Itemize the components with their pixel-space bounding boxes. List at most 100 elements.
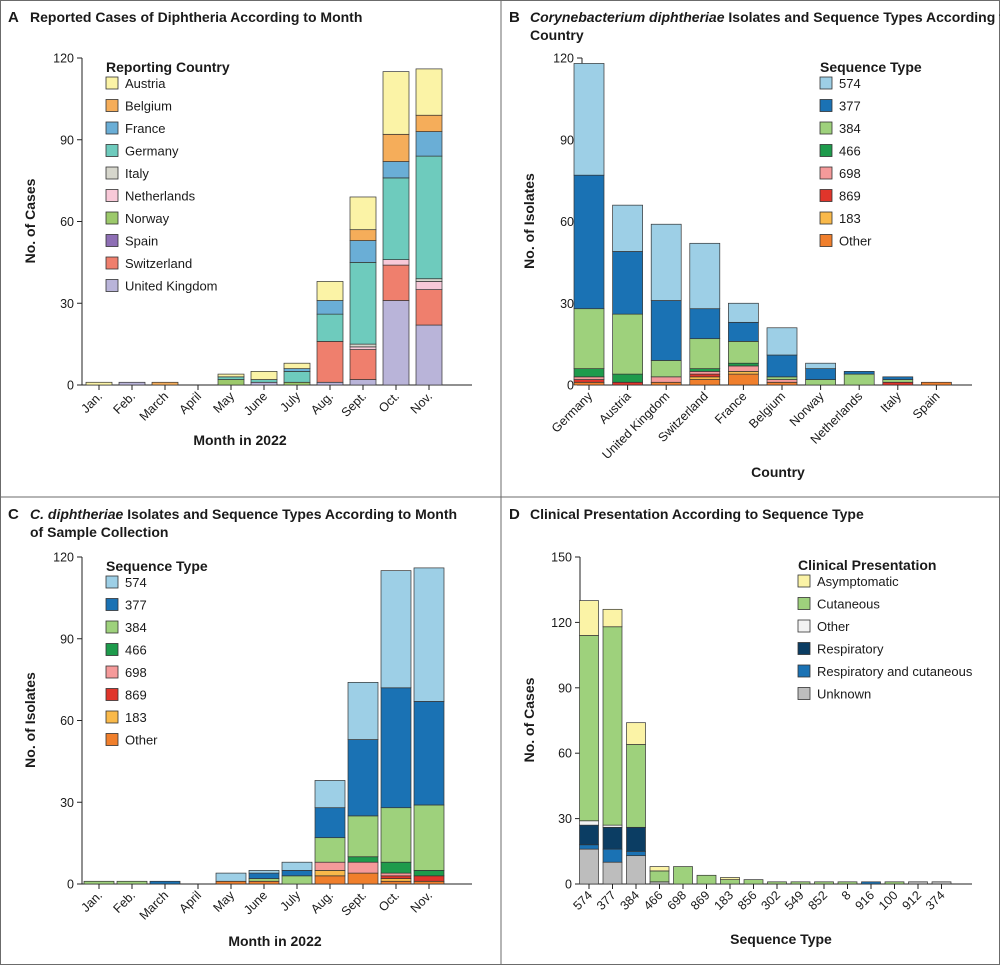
panel-a-bar-segment xyxy=(283,371,311,383)
panel-c-bar-segment xyxy=(380,875,412,879)
panel-c-bar-segment xyxy=(380,570,412,689)
panel-c-bar-segment xyxy=(413,875,445,882)
panel-d-legend-swatch xyxy=(797,664,811,678)
panel-a-bar-segment xyxy=(316,341,344,383)
panel-b-bar-segment xyxy=(882,379,914,383)
panel-a-legend-swatch xyxy=(105,99,119,112)
panel-c-y-tick-label: 60 xyxy=(60,714,74,728)
panel-a-legend-label: Spain xyxy=(125,234,158,249)
panel-b-bar-segment xyxy=(766,354,798,378)
panel-a-bar-segment xyxy=(349,240,377,263)
panel-c-bar-segment xyxy=(413,870,445,877)
panel-b-y-tick-label: 0 xyxy=(567,379,574,393)
panel-d-bar-segment xyxy=(579,635,599,822)
panel-b-bar-segment xyxy=(805,362,836,370)
panel-b-bar-segment xyxy=(612,381,643,386)
panel-c-bar-segment xyxy=(347,681,379,740)
panel-b-bar-segment xyxy=(728,341,759,364)
panel-b-title-italic: Corynebacterium diphtheriae xyxy=(530,9,725,25)
panel-a-bar-segment xyxy=(349,379,377,386)
panel-c-bar-segment xyxy=(347,872,379,885)
panel-b-legend-swatch xyxy=(819,121,833,135)
panel-a-bar-segment xyxy=(85,381,113,386)
panel-d-bar-segment xyxy=(649,866,670,872)
panel-b-title-line1: Corynebacterium diphtheriae Isolates and… xyxy=(530,9,1000,25)
panel-b-bar-segment xyxy=(728,365,759,372)
panel-a-bar-segment xyxy=(382,264,410,301)
panel-c-bar-segment xyxy=(314,875,346,885)
panel-d-bar-segment xyxy=(602,848,623,863)
panel-a-y-tick-label: 90 xyxy=(60,133,74,147)
panel-d-y-tick-label: 120 xyxy=(551,616,572,630)
panel-c-legend-swatch xyxy=(105,598,119,611)
panel-c-legend-swatch xyxy=(105,665,119,679)
panel-c-bar-segment xyxy=(347,739,379,817)
panel-a-legend-swatch xyxy=(105,211,119,225)
panel-a-legend-label: Belgium xyxy=(125,99,172,114)
panel-c-y-tick-label: 0 xyxy=(67,878,74,892)
panel-b-y-tick-label: 90 xyxy=(560,133,574,147)
panel-b-bar-segment xyxy=(612,313,643,375)
panel-a-y-tick-label: 0 xyxy=(67,379,74,393)
panel-b-bar-segment xyxy=(689,371,721,375)
panel-d-bar-segment xyxy=(720,877,740,880)
panel-a-bar-segment xyxy=(415,324,443,386)
panel-b-bar-segment xyxy=(689,308,721,340)
panel-b-bar-segment xyxy=(882,376,914,380)
panel-b-legend-label: 698 xyxy=(839,166,861,181)
panel-d-bar-segment xyxy=(649,870,670,883)
panel-d-legend-label: Respiratory xyxy=(817,642,884,657)
panel-a-bar-segment xyxy=(250,379,278,383)
panel-b-bar-segment xyxy=(689,379,721,386)
panel-d-bar-segment xyxy=(602,608,623,628)
panel-b-legend-label: 574 xyxy=(839,76,861,91)
panel-a-bar-segment xyxy=(349,196,377,231)
panel-d: D Clinical Presentation According to Seq… xyxy=(509,506,973,947)
panel-d-y-tick-label: 60 xyxy=(558,747,572,761)
panel-d-bar-segment xyxy=(720,879,740,885)
panel-b-bar-segment xyxy=(766,379,798,383)
panel-b-bar-segment xyxy=(650,360,682,378)
panel-a-bar-segment xyxy=(415,278,443,282)
panel-b-bar-segment xyxy=(728,321,759,342)
panel-b-bar-segment xyxy=(612,204,643,252)
panel-c-bar-segment xyxy=(413,880,445,885)
panel-c-bar-segment xyxy=(413,567,445,702)
panel-b-bar-segment xyxy=(573,174,605,310)
panel-b-title-line2: Country xyxy=(530,27,584,43)
panel-b-bar-segment xyxy=(573,379,605,383)
panel-a-bar-segment xyxy=(382,300,410,386)
panel-c-bar-segment xyxy=(248,872,280,879)
panel-b-bar-segment xyxy=(573,376,605,380)
panel-a-bar-segment xyxy=(349,343,377,348)
panel-c-bar-segment xyxy=(380,807,412,863)
panel-b-bar-segment xyxy=(882,381,914,386)
panel-d-title: Clinical Presentation According to Seque… xyxy=(530,506,864,522)
panel-d-bar-segment xyxy=(626,744,646,828)
panel-b-bar-segment xyxy=(689,373,721,378)
panel-a-bar-segment xyxy=(415,281,443,290)
panel-b-letter: B xyxy=(509,9,520,26)
panel-b-bar-segment xyxy=(766,327,798,356)
panel-a-bar-segment xyxy=(217,376,245,380)
panel-b-bar-segment xyxy=(843,373,875,386)
panel-d-bar-segment xyxy=(931,881,952,885)
panel-c-letter: C xyxy=(8,506,19,523)
panel-b-title-rest: Isolates and Sequence Types According to xyxy=(725,9,1000,25)
panel-b-bar-segment xyxy=(805,379,836,386)
panel-c-title-line2: of Sample Collection xyxy=(30,524,168,540)
panel-d-bar-segment xyxy=(908,881,928,885)
panel-b-legend-swatch xyxy=(819,166,833,180)
panel-d-legend-swatch xyxy=(797,574,811,588)
panel-b-legend-swatch xyxy=(819,234,833,247)
panel-c-bar-segment xyxy=(413,804,445,871)
panel-c-bar-segment xyxy=(248,880,280,885)
panel-d-x-axis-label: Sequence Type xyxy=(730,931,832,947)
panel-b-bar-segment xyxy=(728,373,759,386)
panel-a-y-axis-label: No. of Cases xyxy=(22,178,38,263)
panel-a-legend-title: Reporting Country xyxy=(106,59,230,75)
panel-d-bar-segment xyxy=(579,820,599,826)
panel-d-legend-label: Unknown xyxy=(817,687,871,702)
